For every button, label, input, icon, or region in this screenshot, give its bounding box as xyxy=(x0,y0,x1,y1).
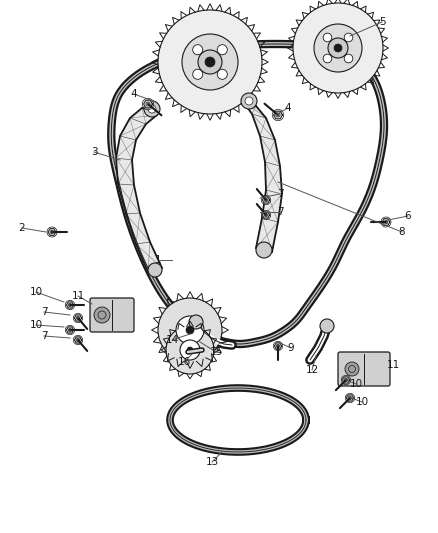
Polygon shape xyxy=(67,302,74,308)
FancyBboxPatch shape xyxy=(338,352,390,386)
Circle shape xyxy=(328,38,348,58)
Text: 14: 14 xyxy=(166,335,179,345)
Polygon shape xyxy=(275,343,282,349)
Polygon shape xyxy=(144,100,152,108)
Circle shape xyxy=(217,45,227,55)
Circle shape xyxy=(193,45,203,55)
Circle shape xyxy=(158,298,222,362)
Text: 1: 1 xyxy=(155,255,161,265)
Circle shape xyxy=(180,340,200,360)
Circle shape xyxy=(148,105,156,113)
Text: 10: 10 xyxy=(29,320,42,330)
Polygon shape xyxy=(382,219,390,225)
Polygon shape xyxy=(274,111,283,119)
Circle shape xyxy=(241,93,257,109)
Circle shape xyxy=(217,69,227,79)
Circle shape xyxy=(166,326,214,374)
Text: 11: 11 xyxy=(386,360,399,370)
FancyBboxPatch shape xyxy=(90,298,134,332)
Circle shape xyxy=(187,347,193,353)
Circle shape xyxy=(148,263,162,277)
Circle shape xyxy=(186,326,194,334)
Text: 8: 8 xyxy=(399,227,405,237)
Circle shape xyxy=(198,50,222,74)
Text: 2: 2 xyxy=(19,223,25,233)
Circle shape xyxy=(334,44,342,52)
Text: 10: 10 xyxy=(350,379,363,389)
Text: 4: 4 xyxy=(131,89,137,99)
Text: 10: 10 xyxy=(356,397,368,407)
Polygon shape xyxy=(74,337,81,343)
Circle shape xyxy=(314,24,362,72)
Text: 5: 5 xyxy=(379,17,385,27)
Circle shape xyxy=(144,101,160,117)
Text: 12: 12 xyxy=(305,365,318,375)
Polygon shape xyxy=(262,212,269,218)
Circle shape xyxy=(182,34,238,90)
Circle shape xyxy=(245,97,253,105)
Circle shape xyxy=(189,315,203,329)
Polygon shape xyxy=(116,108,162,272)
Text: 7: 7 xyxy=(41,331,47,341)
Circle shape xyxy=(193,69,203,79)
Text: 3: 3 xyxy=(91,147,97,157)
Polygon shape xyxy=(262,197,269,203)
Text: 10: 10 xyxy=(29,287,42,297)
Text: 7: 7 xyxy=(277,207,283,217)
Circle shape xyxy=(94,307,110,323)
Circle shape xyxy=(344,54,353,63)
Polygon shape xyxy=(346,395,353,401)
Circle shape xyxy=(293,3,383,93)
Circle shape xyxy=(158,10,262,114)
Polygon shape xyxy=(343,377,350,383)
Circle shape xyxy=(345,362,359,376)
Text: 11: 11 xyxy=(71,291,85,301)
Text: 9: 9 xyxy=(288,343,294,353)
Polygon shape xyxy=(242,100,282,252)
Circle shape xyxy=(323,33,332,42)
Text: 7: 7 xyxy=(41,307,47,317)
Polygon shape xyxy=(74,315,81,321)
Text: 7: 7 xyxy=(277,189,283,199)
Circle shape xyxy=(323,54,332,63)
Text: 16: 16 xyxy=(177,357,191,367)
Circle shape xyxy=(176,316,204,344)
Circle shape xyxy=(320,319,334,333)
Polygon shape xyxy=(67,327,74,333)
Circle shape xyxy=(205,57,215,67)
Polygon shape xyxy=(48,229,56,236)
Text: 4: 4 xyxy=(285,103,291,113)
Text: 13: 13 xyxy=(205,457,219,467)
Circle shape xyxy=(344,33,353,42)
Circle shape xyxy=(256,242,272,258)
Text: 15: 15 xyxy=(209,347,223,357)
Text: 6: 6 xyxy=(405,211,411,221)
